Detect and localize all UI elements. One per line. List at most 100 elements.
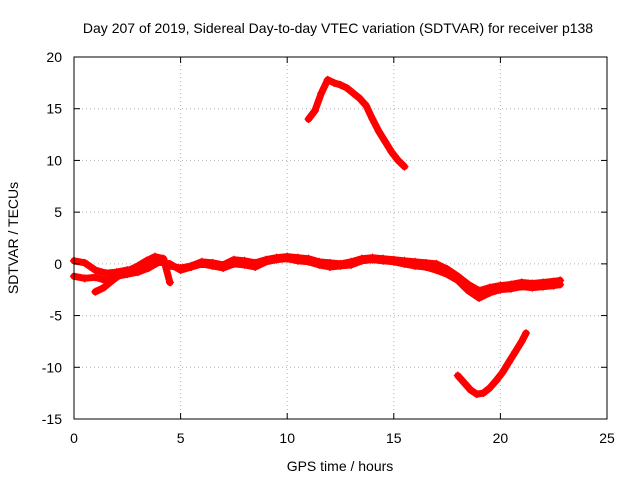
data-point-satellite-track-2: [496, 285, 505, 294]
data-point-satellite-track-1: [91, 266, 100, 275]
data-point-satellite-track-2: [539, 282, 548, 291]
data-point-satellite-track-4: [342, 84, 351, 93]
grid-layer: [74, 57, 607, 419]
data-point-satellite-track-3: [165, 278, 174, 287]
data-point-satellite-track-3: [125, 266, 134, 275]
data-point-satellite-track-2: [443, 270, 452, 279]
data-point-satellite-track-2: [347, 260, 356, 269]
x-axis-title: GPS time / hours: [287, 458, 394, 474]
x-tick-label: 25: [599, 430, 615, 446]
data-point-satellite-track-4: [368, 115, 377, 124]
y-tick-label: 10: [46, 152, 62, 168]
data-point-satellite-track-2: [219, 263, 228, 272]
data-point-satellite-track-2: [261, 257, 270, 266]
x-tick-label: 0: [70, 430, 78, 446]
x-tick-label: 20: [493, 430, 509, 446]
data-point-satellite-track-4: [400, 162, 409, 171]
data-point-satellite-track-2: [368, 255, 377, 264]
data-point-satellite-track-2: [293, 256, 302, 265]
y-tick-label: -10: [42, 359, 62, 375]
data-point-satellite-track-4: [304, 115, 313, 124]
data-point-satellite-track-2: [144, 263, 153, 272]
y-tick-label: -15: [42, 411, 62, 427]
x-tick-label: 5: [177, 430, 185, 446]
data-point-satellite-track-4: [336, 80, 345, 89]
series-line-satellite-track-4: [305, 76, 408, 171]
data-point-satellite-track-5: [479, 389, 488, 398]
data-point-satellite-track-5: [453, 371, 462, 380]
data-point-satellite-track-2: [283, 254, 292, 263]
data-point-satellite-track-2: [507, 284, 516, 293]
data-point-satellite-track-5: [466, 386, 475, 395]
data-point-satellite-track-2: [272, 255, 281, 264]
data-point-satellite-track-4: [330, 78, 339, 87]
y-tick-label: -5: [50, 308, 63, 324]
data-point-satellite-track-5: [498, 368, 507, 377]
data-point-satellite-track-2: [197, 259, 206, 268]
data-point-satellite-track-2: [336, 261, 345, 270]
data-point-satellite-track-3: [116, 270, 125, 279]
data-point-satellite-track-2: [517, 282, 526, 291]
data-point-satellite-track-3: [159, 254, 168, 263]
data-point-satellite-track-5: [521, 329, 530, 338]
chart-title: Day 207 of 2019, Sidereal Day-to-day VTE…: [83, 20, 593, 36]
data-point-satellite-track-4: [362, 101, 371, 110]
data-point-satellite-track-2: [556, 280, 565, 289]
data-point-satellite-track-2: [251, 262, 260, 271]
data-point-satellite-track-2: [389, 257, 398, 266]
data-point-satellite-track-3: [133, 261, 142, 270]
data-point-satellite-track-2: [411, 261, 420, 270]
data-point-satellite-track-2: [400, 259, 409, 268]
x-tick-label: 15: [386, 430, 402, 446]
y-tick-label: 15: [46, 101, 62, 117]
data-point-satellite-track-1: [80, 258, 89, 267]
data-point-satellite-track-4: [323, 75, 332, 84]
data-point-satellite-track-4: [349, 89, 358, 98]
data-point-satellite-track-2: [315, 260, 324, 269]
x-tick-label: 10: [279, 430, 295, 446]
data-point-satellite-track-2: [176, 266, 185, 275]
y-tick-label: 5: [54, 204, 62, 220]
data-point-satellite-track-2: [453, 276, 462, 285]
data-point-satellite-track-5: [517, 337, 526, 346]
data-point-satellite-track-5: [492, 376, 501, 385]
data-point-satellite-track-3: [99, 283, 108, 292]
data-point-satellite-track-4: [310, 106, 319, 115]
series-line-satellite-track-5: [454, 329, 530, 398]
data-point-satellite-track-4: [374, 127, 383, 136]
data-point-satellite-track-2: [549, 281, 558, 290]
data-point-satellite-track-2: [485, 288, 494, 297]
series-layer: [70, 75, 565, 399]
data-point-satellite-track-4: [387, 148, 396, 157]
y-axis-title: SDTVAR / TECUs: [5, 182, 21, 294]
data-point-satellite-track-2: [475, 293, 484, 302]
data-point-satellite-track-5: [504, 358, 513, 367]
data-point-satellite-track-5: [485, 383, 494, 392]
data-point-satellite-track-2: [464, 286, 473, 295]
data-point-satellite-track-2: [208, 261, 217, 270]
data-point-satellite-track-2: [357, 256, 366, 265]
y-tick-label: 20: [46, 49, 62, 65]
data-point-satellite-track-5: [511, 347, 520, 356]
data-point-satellite-track-2: [229, 259, 238, 268]
plot-frame: [73, 56, 608, 420]
series-line-satellite-track-3: [91, 253, 174, 296]
data-point-satellite-track-2: [240, 260, 249, 269]
data-point-satellite-track-2: [80, 274, 89, 283]
data-point-satellite-track-4: [317, 89, 326, 98]
data-point-satellite-track-3: [142, 256, 151, 265]
data-point-satellite-track-2: [304, 257, 313, 266]
data-point-satellite-track-4: [394, 156, 403, 165]
data-point-satellite-track-3: [151, 252, 160, 261]
data-point-satellite-track-4: [355, 94, 364, 103]
data-point-satellite-track-1: [101, 269, 110, 278]
data-point-satellite-track-2: [325, 262, 334, 271]
data-point-satellite-track-1: [475, 286, 484, 295]
data-point-satellite-track-3: [108, 276, 117, 285]
data-point-satellite-track-2: [91, 273, 100, 282]
data-point-satellite-track-5: [460, 378, 469, 387]
data-point-satellite-track-4: [381, 137, 390, 146]
data-point-satellite-track-2: [379, 256, 388, 265]
data-point-satellite-track-2: [432, 266, 441, 275]
